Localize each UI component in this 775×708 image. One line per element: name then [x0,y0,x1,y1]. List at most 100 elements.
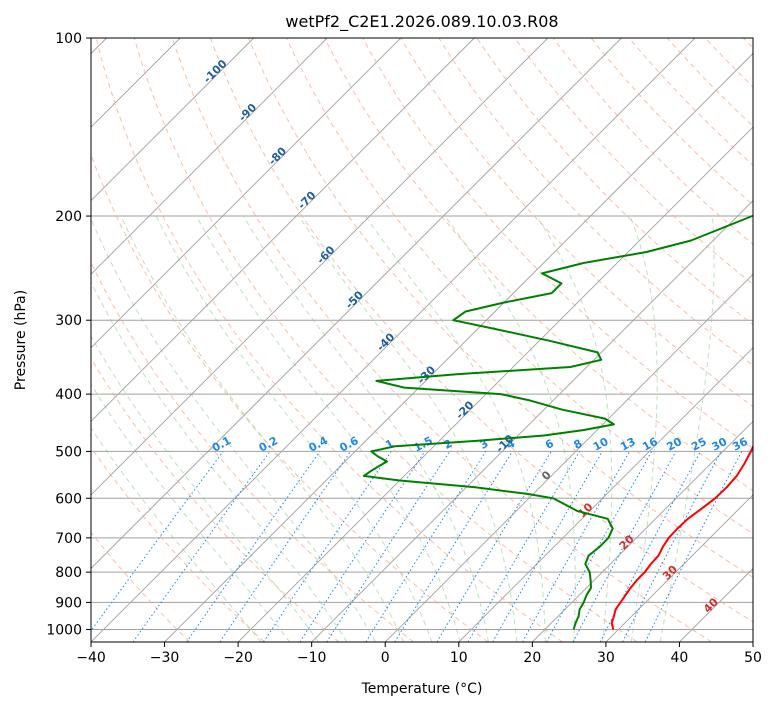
mixing-ratio-label: 30 [710,435,730,454]
moist-adiabat-line [120,215,405,642]
chart-title: wetPf2_C2E1.2026.089.10.03.R08 [285,12,558,32]
x-tick-label: 50 [744,650,762,666]
x-tick-label: 20 [523,650,541,666]
dry-adiabat-line [666,38,753,127]
mixing-ratio-label: 13 [618,435,638,454]
mixing-ratio-label: 36 [730,435,750,454]
x-axis: −40 −30 −20 −10 0 10 20 30 40 50 [76,642,762,666]
isotherm-label: -50 [343,288,366,311]
mixing-ratio-label: 2 [442,437,455,452]
y-tick-label: 900 [55,595,82,611]
x-tick-label: −10 [297,650,327,666]
moist-adiabat-line [91,383,291,642]
mixing-ratio-line [522,451,631,642]
isotherm-line [752,641,753,642]
isotherm-line [91,38,549,496]
moist-adiabat-line [298,215,518,642]
isotherm-label: -40 [374,330,397,353]
x-tick-label: −30 [150,650,180,666]
isotherm-line [237,126,753,642]
mixing-ratio-label: 16 [640,435,660,454]
dry-adiabat-line [324,38,753,492]
dry-adiabat-line [171,38,713,642]
isotherm-line [91,38,402,349]
dry-adiabat-line [95,38,563,642]
moist-adiabat-line [91,281,348,642]
isotherm-line [532,420,753,642]
moist-adiabat-line [91,217,376,642]
isotherm-label: -20 [453,398,476,421]
dry-adiabat-line [91,261,414,642]
y-axis-label: Pressure (hPa) [13,290,29,390]
x-axis-label: Temperature (°C) [361,681,483,697]
mixing-ratio-line [394,451,513,642]
x-tick-label: −20 [223,650,253,666]
isotherm-line [384,273,753,642]
dry-adiabat-line [133,38,638,642]
isotherm-line [91,38,696,642]
dry-adiabat-line [514,38,753,285]
isotherm-label: -60 [314,243,337,266]
dry-adiabat-line [590,38,753,206]
moist-adiabat-line [365,215,546,642]
isotherm-line [605,494,753,642]
x-tick-label: 10 [450,650,468,666]
dry-adiabat-line [400,38,753,408]
mixing-ratio-line [132,451,271,642]
isotherm-label: -70 [295,189,318,212]
isotherm-line [91,38,328,275]
dry-adiabat-line [91,446,265,642]
isotherm-line [458,347,753,642]
dry-adiabat-line [91,531,191,642]
y-tick-label: 100 [55,31,82,47]
x-tick-label: 30 [597,650,615,666]
temperature-line [610,444,753,630]
dry-adiabat-line [704,38,753,88]
y-tick-label: 800 [55,565,82,581]
isotherm-label: 40 [701,595,721,615]
y-axis: 100 200 300 400 500 600 700 800 900 1000 [46,31,91,638]
profile-lines [362,214,753,630]
isotherm-label: -30 [415,363,438,386]
isotherm-line [91,38,475,422]
isotherm-label: 30 [660,563,680,583]
x-tick-label: 40 [671,650,689,666]
moist-adiabat-line [659,215,715,642]
dry-adiabat-line [247,38,753,578]
mixing-ratio-line [219,451,352,642]
plot-frame [90,37,754,643]
moist-adiabat-line [444,215,576,642]
moist-adiabat-line [243,215,489,642]
isotherm-line [91,38,622,570]
isotherm-label: -90 [236,101,259,124]
x-tick-label: −40 [76,650,106,666]
dry-adiabat-line [362,38,753,449]
moist-adiabat-line [196,215,461,642]
dry-adiabat-line [91,357,340,642]
isotherm-label: 20 [617,532,637,552]
dry-adiabat-line [286,38,753,535]
y-tick-label: 400 [55,387,82,403]
isotherm-line [164,52,753,642]
mixing-ratio-line [644,451,743,642]
mixing-ratio-line [365,451,487,642]
mixing-ratio-label: 20 [664,435,684,454]
moist-adiabat-line [91,335,319,642]
mixing-ratio-line [299,451,426,642]
mixing-ratio-line [263,451,392,642]
y-tick-label: 1000 [46,622,82,638]
moist-adiabat-line [629,215,658,642]
mixing-ratio-line [572,451,677,642]
y-tick-label: 700 [55,531,82,547]
dry-adiabat-line [743,38,753,49]
y-tick-label: 500 [55,444,82,460]
dry-adiabat-line [552,38,753,245]
x-tick-label: 0 [381,650,390,666]
isotherm-line [91,38,254,202]
mixing-ratio-line [91,451,224,632]
reference-labels: 0.1 0.2 0.4 0.6 1 1.5 2 3 4 6 8 10 13 16 20 25 30 36-100-… [201,57,750,616]
mixing-ratio-label: 10 [591,435,611,454]
mixing-ratio-label: 6 [543,437,556,452]
moist-adiabat-line [91,427,262,642]
y-tick-label: 300 [55,313,82,329]
